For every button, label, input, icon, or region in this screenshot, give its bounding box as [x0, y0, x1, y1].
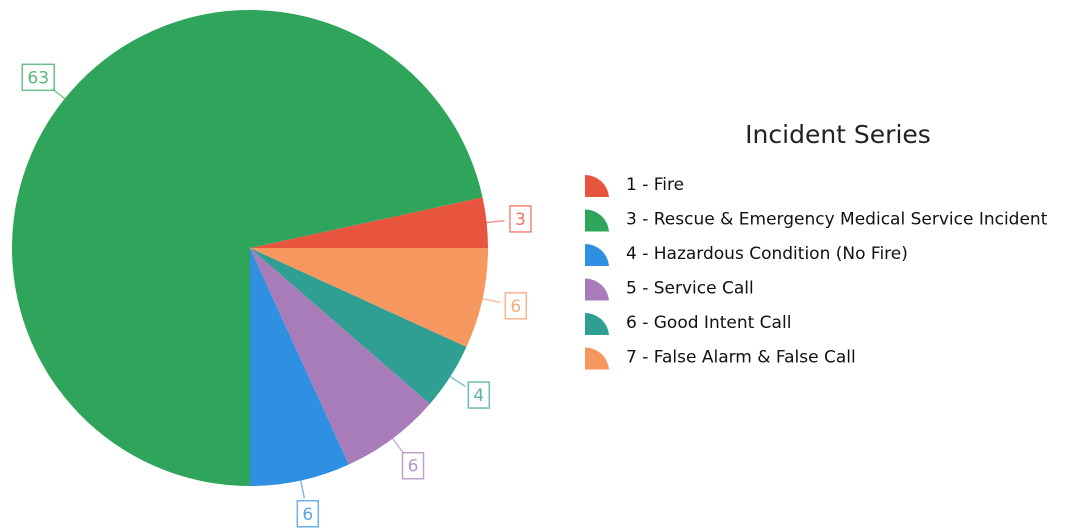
legend-label: 7 - False Alarm & False Call	[626, 348, 856, 368]
pie-slice	[250, 248, 488, 347]
legend-icon	[585, 174, 609, 197]
data-label-box	[504, 292, 528, 320]
pie-slice	[250, 248, 349, 486]
legend-label: 1 - Fire	[626, 175, 684, 195]
data-label-box	[401, 451, 425, 480]
data-label: 63	[27, 68, 49, 88]
legend-icon	[585, 312, 609, 335]
pie-slice	[250, 197, 488, 248]
legend-icon	[585, 278, 609, 301]
data-label: 6	[302, 505, 313, 525]
pie-slice	[12, 10, 483, 486]
data-label-box	[467, 381, 491, 409]
legend-label: 5 - Service Call	[626, 279, 754, 299]
leader-line	[299, 478, 306, 499]
pie-slice	[250, 248, 430, 465]
leader-line	[480, 297, 501, 304]
data-label: 6	[408, 457, 419, 477]
leader-line	[484, 219, 505, 224]
legend-label: 6 - Good Intent Call	[626, 313, 791, 333]
data-label: 6	[510, 297, 521, 317]
legend-icon	[585, 209, 609, 232]
legend-icon	[585, 347, 609, 370]
legend-title: Incident Series	[745, 120, 931, 149]
data-label-box	[21, 63, 55, 92]
data-label-box	[509, 205, 532, 233]
pie-slice	[250, 248, 467, 404]
legend-icon	[585, 243, 609, 266]
leader-line	[390, 436, 405, 454]
legend-label: 3 - Rescue & Emergency Medical Service I…	[626, 210, 1048, 230]
legend-label: 4 - Hazardous Condition (No Fire)	[626, 244, 908, 264]
data-label: 3	[515, 210, 526, 230]
data-label: 4	[473, 386, 484, 406]
data-label-box	[296, 500, 320, 528]
leader-line	[448, 374, 466, 388]
